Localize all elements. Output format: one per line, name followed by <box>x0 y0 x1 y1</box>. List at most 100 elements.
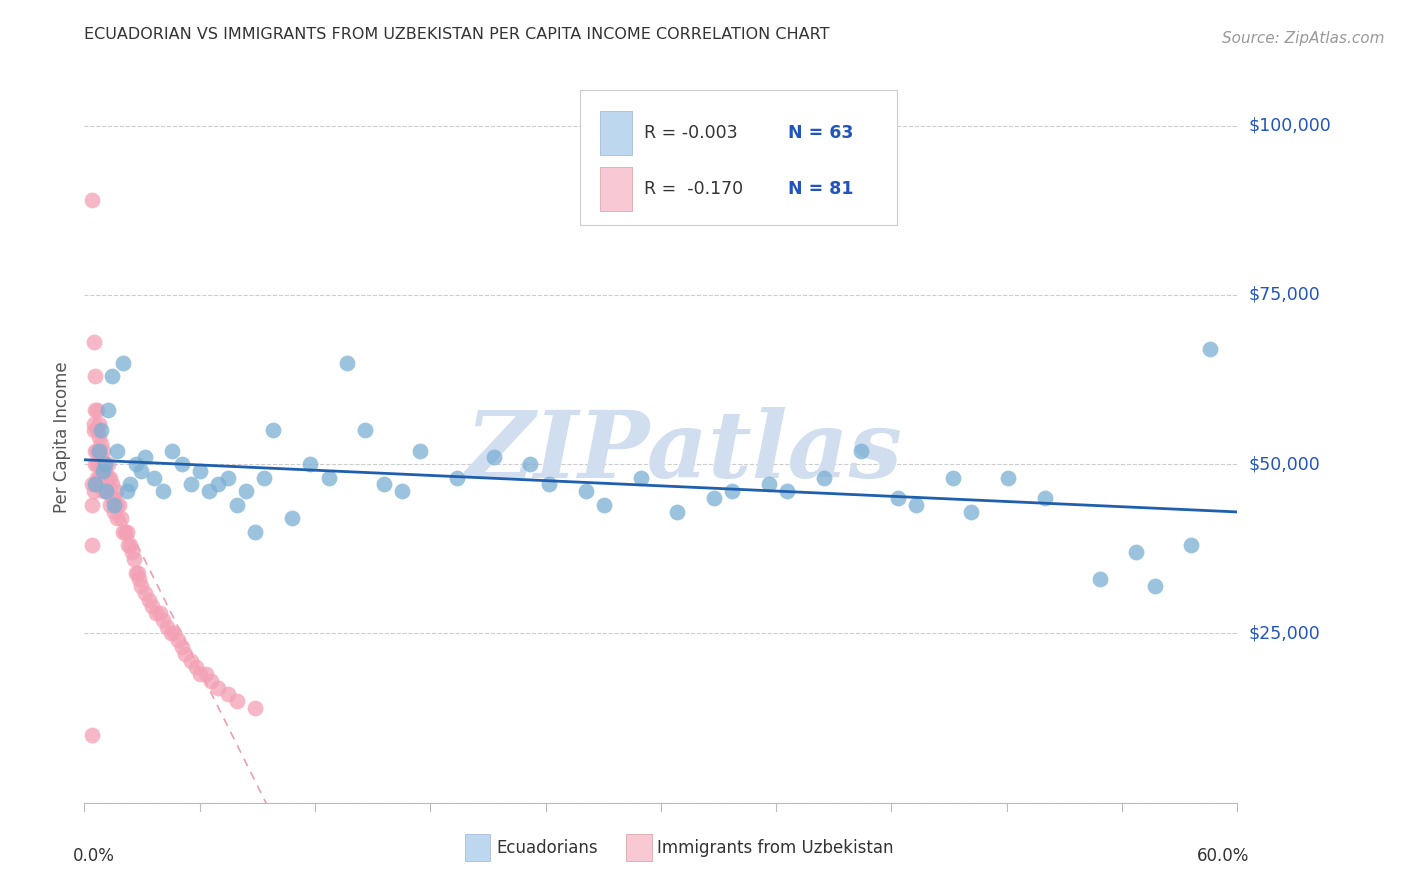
Point <box>122 552 145 566</box>
Point <box>101 491 124 505</box>
Point <box>129 579 152 593</box>
Point <box>91 457 114 471</box>
Point <box>93 477 115 491</box>
Text: N = 63: N = 63 <box>787 124 853 142</box>
Point <box>84 457 107 471</box>
Point <box>127 566 149 580</box>
Point <box>225 498 247 512</box>
Point <box>170 640 193 654</box>
Point <box>1088 572 1111 586</box>
Point <box>114 524 136 539</box>
Point <box>83 417 105 431</box>
Point <box>111 524 134 539</box>
Point <box>97 457 120 471</box>
Point <box>942 471 965 485</box>
Point <box>87 471 110 485</box>
Point <box>129 464 152 478</box>
Point <box>107 511 129 525</box>
Point <box>134 586 156 600</box>
Point <box>186 660 208 674</box>
Point <box>96 484 118 499</box>
Point <box>84 403 107 417</box>
Point <box>281 511 304 525</box>
Point <box>96 471 118 485</box>
FancyBboxPatch shape <box>626 833 651 862</box>
Point <box>180 654 202 668</box>
Point <box>200 673 222 688</box>
Text: Source: ZipAtlas.com: Source: ZipAtlas.com <box>1222 31 1385 46</box>
Point <box>194 667 217 681</box>
Point <box>83 335 105 350</box>
Point <box>167 633 190 648</box>
Point <box>80 538 103 552</box>
FancyBboxPatch shape <box>581 90 897 225</box>
FancyBboxPatch shape <box>600 111 633 154</box>
Point <box>90 471 112 485</box>
Point <box>141 599 163 614</box>
Point <box>128 572 150 586</box>
Point <box>849 443 872 458</box>
Point <box>391 484 413 499</box>
Point <box>84 477 107 491</box>
Point <box>180 477 202 491</box>
Point <box>235 484 257 499</box>
Point <box>84 477 107 491</box>
Point <box>207 681 229 695</box>
Text: N = 81: N = 81 <box>787 180 853 198</box>
Point <box>90 450 112 465</box>
Text: $50,000: $50,000 <box>1249 455 1320 473</box>
Point <box>83 423 105 437</box>
Point <box>93 457 115 471</box>
Point <box>336 355 359 369</box>
Text: $25,000: $25,000 <box>1249 624 1320 642</box>
Point <box>115 524 138 539</box>
FancyBboxPatch shape <box>465 833 491 862</box>
Point <box>813 471 835 485</box>
Point <box>120 538 142 552</box>
Point <box>90 423 112 437</box>
Point <box>482 450 505 465</box>
Point <box>98 471 121 485</box>
Text: $75,000: $75,000 <box>1249 285 1320 304</box>
Point <box>86 471 108 485</box>
Point <box>108 498 131 512</box>
Point <box>115 484 138 499</box>
Point <box>703 491 725 505</box>
Point <box>997 471 1019 485</box>
Point <box>1180 538 1202 552</box>
Point <box>152 484 174 499</box>
Text: R = -0.003: R = -0.003 <box>644 124 737 142</box>
Text: ECUADORIAN VS IMMIGRANTS FROM UZBEKISTAN PER CAPITA INCOME CORRELATION CHART: ECUADORIAN VS IMMIGRANTS FROM UZBEKISTAN… <box>84 27 830 42</box>
Point <box>93 464 115 478</box>
Point <box>80 498 103 512</box>
Point <box>110 511 132 525</box>
Point <box>103 498 125 512</box>
Text: R =  -0.170: R = -0.170 <box>644 180 742 198</box>
Text: Ecuadorians: Ecuadorians <box>496 839 598 857</box>
Point <box>91 443 114 458</box>
Text: 60.0%: 60.0% <box>1197 847 1249 864</box>
Point <box>87 443 110 458</box>
Point <box>91 471 114 485</box>
Point <box>87 430 110 444</box>
Point <box>156 620 179 634</box>
Point <box>593 498 616 512</box>
Point <box>103 505 125 519</box>
Point <box>163 626 186 640</box>
Point <box>145 606 167 620</box>
Point <box>188 667 211 681</box>
Point <box>101 477 124 491</box>
Text: Immigrants from Uzbekistan: Immigrants from Uzbekistan <box>658 839 894 857</box>
Point <box>125 457 148 471</box>
Point <box>225 694 247 708</box>
Point <box>91 464 114 478</box>
Point <box>776 484 799 499</box>
Point <box>111 355 134 369</box>
Point <box>886 491 908 505</box>
Point <box>96 484 118 499</box>
Point <box>107 498 129 512</box>
Point <box>152 613 174 627</box>
Point <box>354 423 377 437</box>
Point <box>299 457 322 471</box>
Point <box>97 471 120 485</box>
